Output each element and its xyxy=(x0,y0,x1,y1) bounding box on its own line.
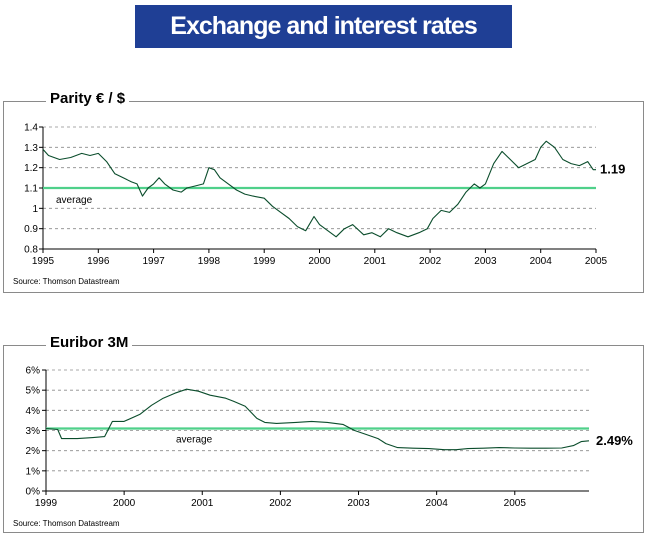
x-tick-label: 2003 xyxy=(347,498,370,509)
source-label: Source: Thomson Datastream xyxy=(13,277,120,286)
y-tick-label: 6% xyxy=(26,366,41,377)
x-tick-label: 2004 xyxy=(426,498,449,509)
end-value-label: 2.49% xyxy=(596,433,633,448)
y-tick-label: 4% xyxy=(26,406,41,417)
y-tick-label: 5% xyxy=(26,386,41,397)
average-label: average xyxy=(56,195,93,206)
x-tick-label: 1999 xyxy=(253,256,276,267)
x-tick-label: 1997 xyxy=(142,256,165,267)
y-tick-label: 1.3 xyxy=(24,143,38,154)
source-label: Source: Thomson Datastream xyxy=(13,519,120,528)
y-tick-label: 0.9 xyxy=(24,224,38,235)
y-tick-label: 1.1 xyxy=(24,184,38,195)
page-title: Exchange and interest rates xyxy=(135,5,512,48)
x-tick-label: 2005 xyxy=(504,498,527,509)
y-tick-label: 1 xyxy=(32,204,38,215)
x-tick-label: 1999 xyxy=(35,498,58,509)
y-tick-label: 1.2 xyxy=(24,163,38,174)
series-line xyxy=(45,388,590,451)
chart-title-euribor: Euribor 3M xyxy=(46,334,133,351)
x-tick-label: 2004 xyxy=(530,256,553,267)
end-value-label: 1.19 xyxy=(600,162,625,177)
average-label: average xyxy=(176,434,213,445)
y-tick-label: 0% xyxy=(26,487,41,498)
x-tick-label: 2000 xyxy=(308,256,331,267)
x-tick-label: 2002 xyxy=(419,256,442,267)
x-tick-label: 2001 xyxy=(364,256,387,267)
series-line xyxy=(42,140,596,238)
x-tick-label: 2001 xyxy=(191,498,214,509)
y-tick-label: 3% xyxy=(26,426,41,437)
x-tick-label: 1996 xyxy=(87,256,110,267)
y-tick-label: 0.8 xyxy=(24,245,38,256)
chart-panel-parity xyxy=(3,101,644,293)
x-tick-label: 2005 xyxy=(585,256,608,267)
x-tick-label: 2000 xyxy=(113,498,136,509)
x-tick-label: 1995 xyxy=(32,256,55,267)
y-tick-label: 1.4 xyxy=(24,123,38,134)
x-tick-label: 2002 xyxy=(269,498,292,509)
x-tick-label: 1998 xyxy=(198,256,221,267)
chart-panel-euribor xyxy=(3,345,644,533)
chart-title-parity: Parity € / $ xyxy=(46,90,130,107)
y-tick-label: 2% xyxy=(26,446,41,457)
x-tick-label: 2003 xyxy=(474,256,497,267)
y-tick-label: 1% xyxy=(26,466,41,477)
